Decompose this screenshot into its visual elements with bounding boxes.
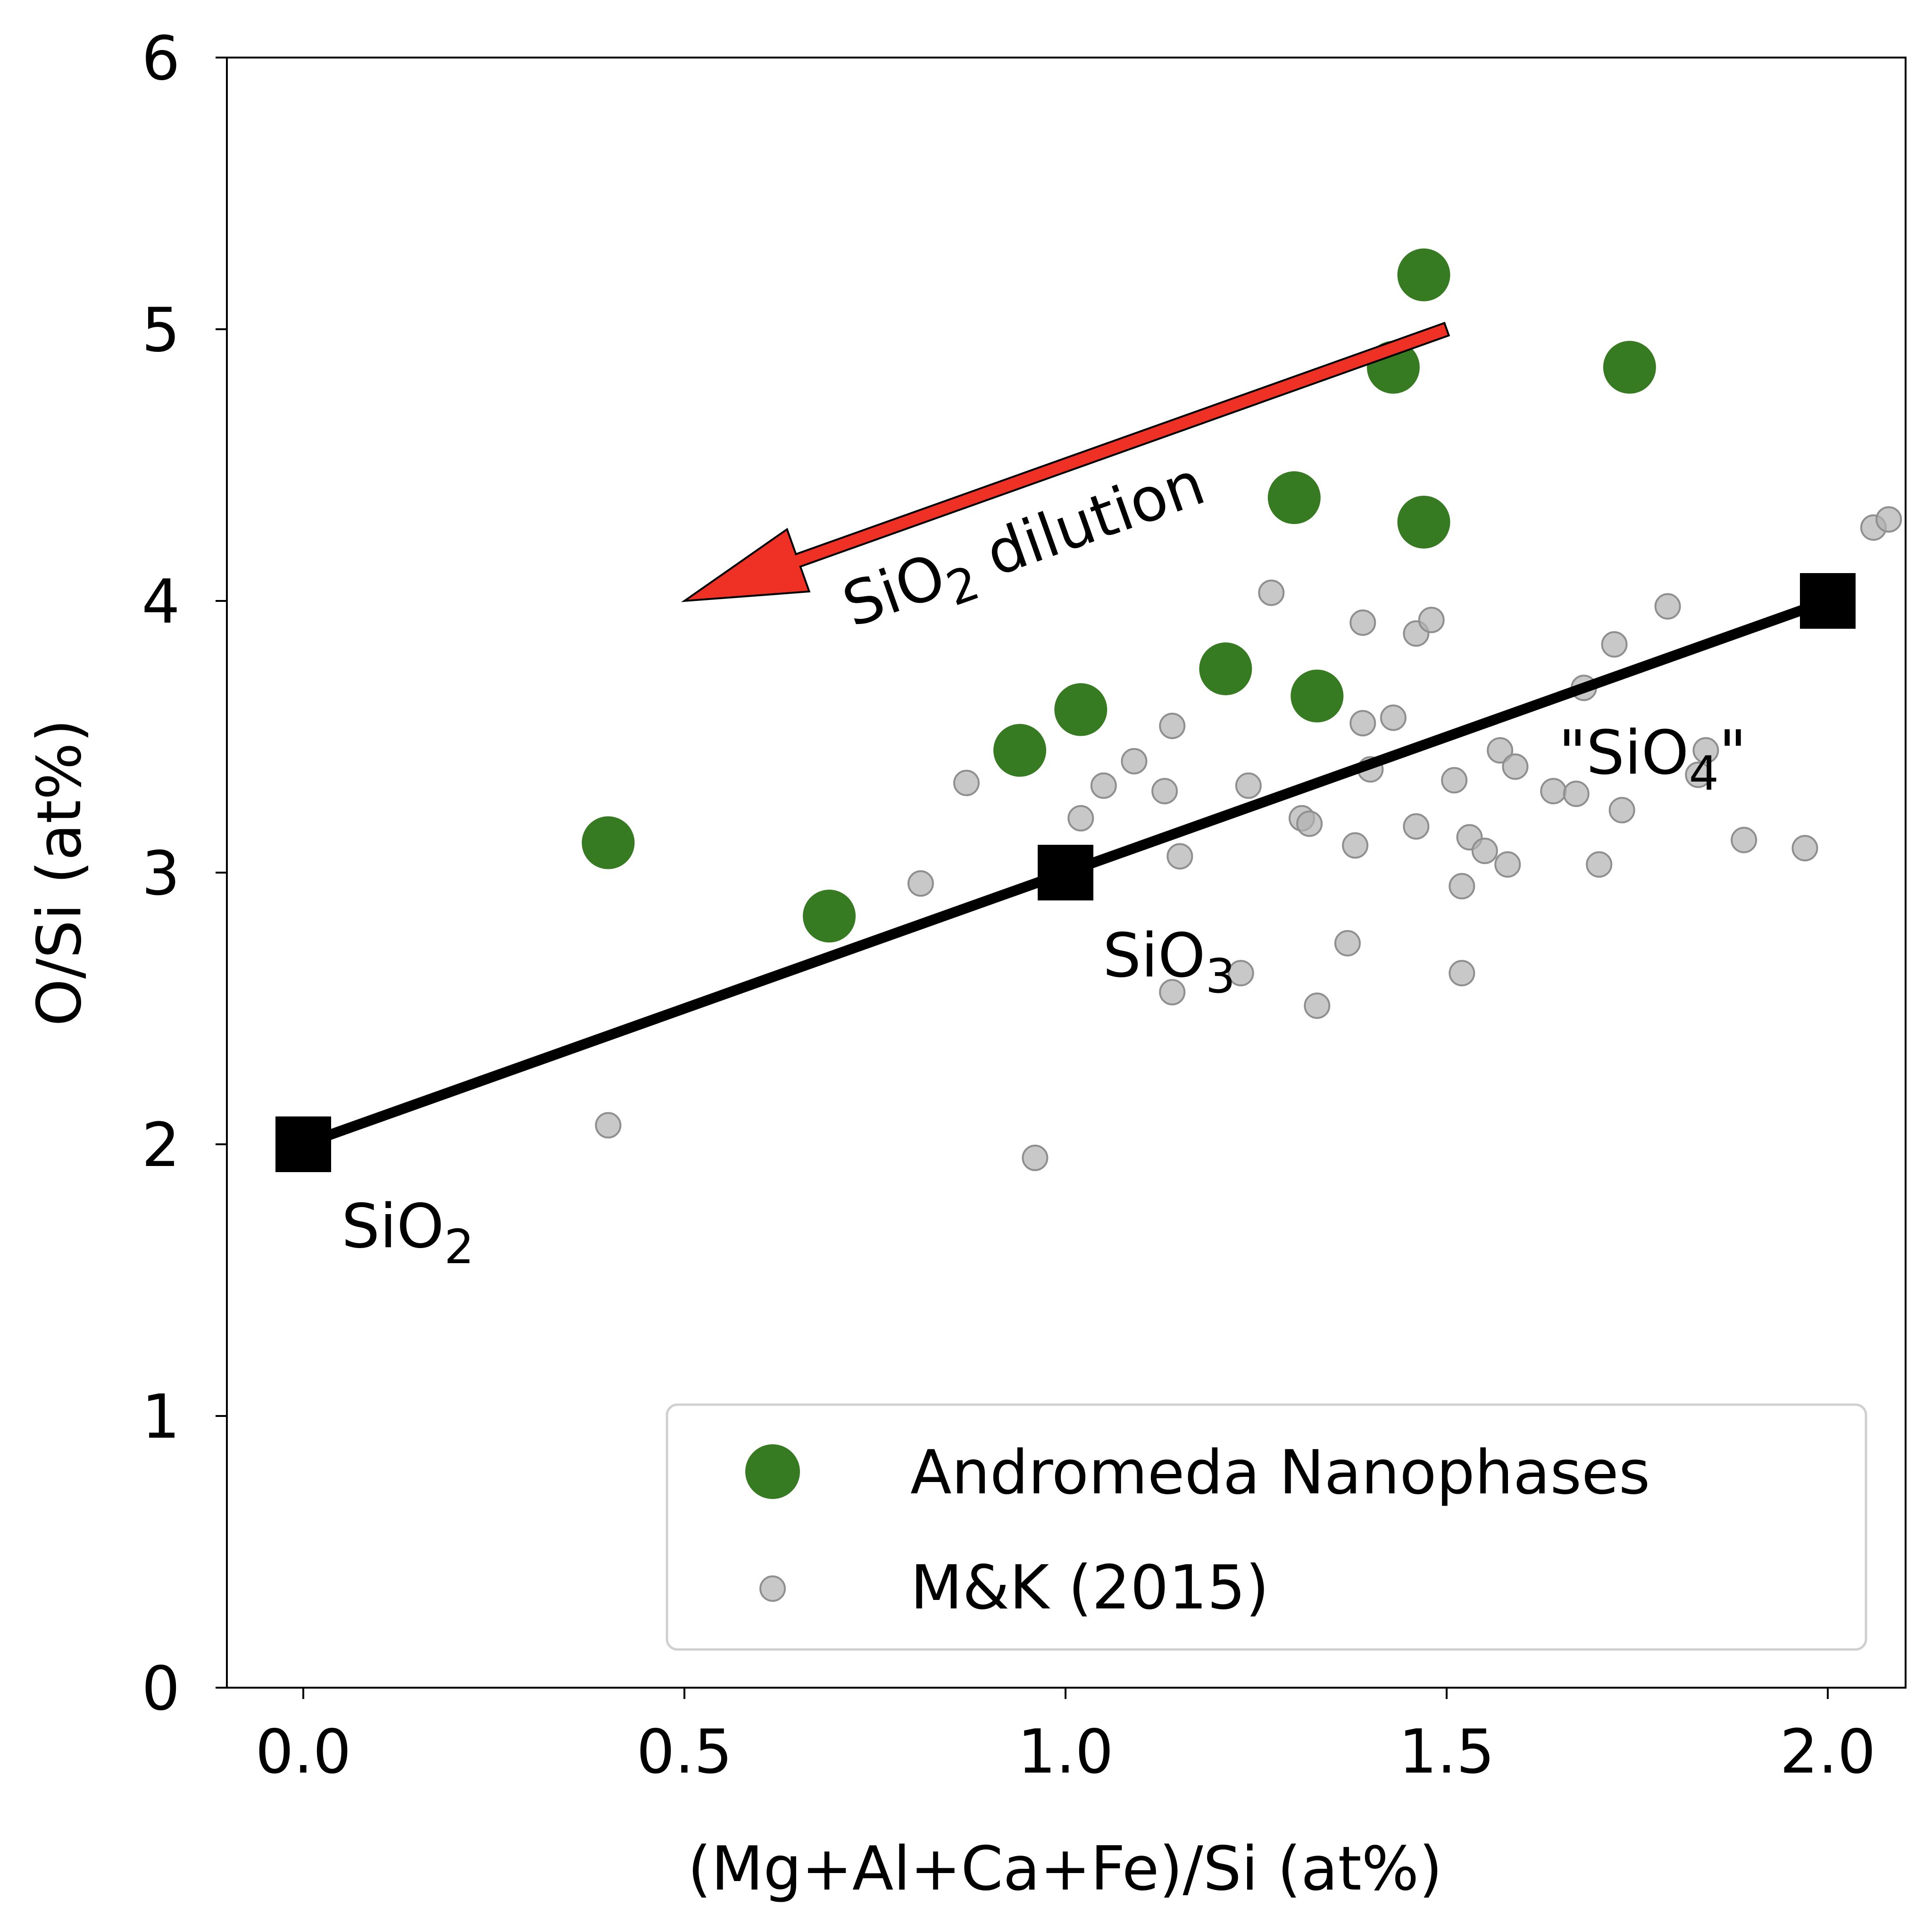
reference-marker [1038,845,1093,900]
mk2015-point [1494,851,1521,878]
mk2015-point [1601,631,1628,658]
mk2015-point [1685,761,1712,788]
andromeda-point [1054,683,1108,736]
mk2015-point [1441,767,1468,794]
mk2015-point [1563,780,1590,807]
y-tick-label: 1 [142,1382,180,1452]
mk2015-point [1342,832,1369,859]
andromeda-point [993,724,1047,777]
mk2015-point [1227,960,1254,987]
mk2015-point [1151,778,1178,805]
legend-box [666,1403,1867,1651]
label-sio3: SiO3 [1103,921,1235,1004]
x-tick-label: 1.0 [1017,1717,1114,1787]
y-tick-label: 6 [142,24,180,94]
mk2015-point [1791,835,1818,862]
andromeda-point [1199,642,1252,695]
x-tick-label: 0.0 [255,1717,351,1787]
mk2015-point [1349,609,1376,636]
reference-marker [275,1116,331,1172]
y-tick-label: 3 [142,839,180,909]
legend-marker-andromeda [745,1444,800,1499]
legend-label-andromeda: Andromeda Nanophases [910,1438,1650,1508]
mk2015-point [1586,851,1613,878]
mk2015-point [907,870,934,897]
mk2015-point [1471,837,1498,864]
mk2015-point [1121,748,1148,774]
mk2015-point [1487,737,1514,764]
y-axis-title: O/Si (at%) [25,719,95,1026]
mk2015-point [1654,593,1681,620]
mk2015-point [1166,843,1193,870]
mk2015-point [1258,579,1285,606]
mk2015-point [1502,753,1529,780]
x-tick-label: 0.5 [636,1717,733,1787]
x-tick-label: 2.0 [1780,1717,1876,1787]
mk2015-point [1875,506,1902,533]
mk2015-point [595,1112,622,1139]
andromeda-point [1397,248,1450,301]
y-tick-label: 0 [142,1654,180,1724]
mk2015-point [1349,710,1376,737]
mk2015-point [1067,805,1094,832]
mk2015-point [1449,873,1475,899]
reference-marker [1800,573,1856,629]
mk2015-point [1296,810,1323,837]
andromeda-point [1291,669,1344,723]
y-tick-label: 5 [142,295,180,366]
mk2015-point [1692,737,1719,764]
mk2015-point [1380,704,1407,731]
label-sio2: SiO2 [341,1191,474,1274]
x-axis-title: (Mg+Al+Ca+Fe)/Si (at%) [688,1834,1442,1904]
mk2015-point [1159,979,1186,1006]
legend-marker-mk2015 [759,1575,786,1602]
y-tick-label: 4 [142,567,180,637]
mk2015-point [1022,1144,1049,1171]
mk2015-point [1418,607,1445,633]
mk2015-point [1403,813,1430,840]
mk2015-point [1334,930,1361,957]
andromeda-point [1603,341,1656,394]
mk2015-point [1090,772,1117,799]
mk2015-point [1159,712,1186,739]
andromeda-point [803,890,856,943]
mk2015-point [1449,960,1475,987]
mk2015-point [1731,826,1757,853]
label-sio4: "SiO4" [1558,718,1747,801]
andromeda-point [1267,471,1321,525]
x-tick-label: 1.5 [1399,1717,1495,1787]
y-tick-label: 2 [142,1110,180,1181]
mk2015-point [1235,772,1262,799]
andromeda-point [1397,495,1450,549]
andromeda-point [582,816,635,869]
dilution-arrow [681,322,1450,602]
mk2015-point [953,769,980,796]
mk2015-point [1608,797,1635,824]
mk2015-point [1304,992,1331,1019]
legend-label-mk2015: M&K (2015) [910,1553,1269,1623]
